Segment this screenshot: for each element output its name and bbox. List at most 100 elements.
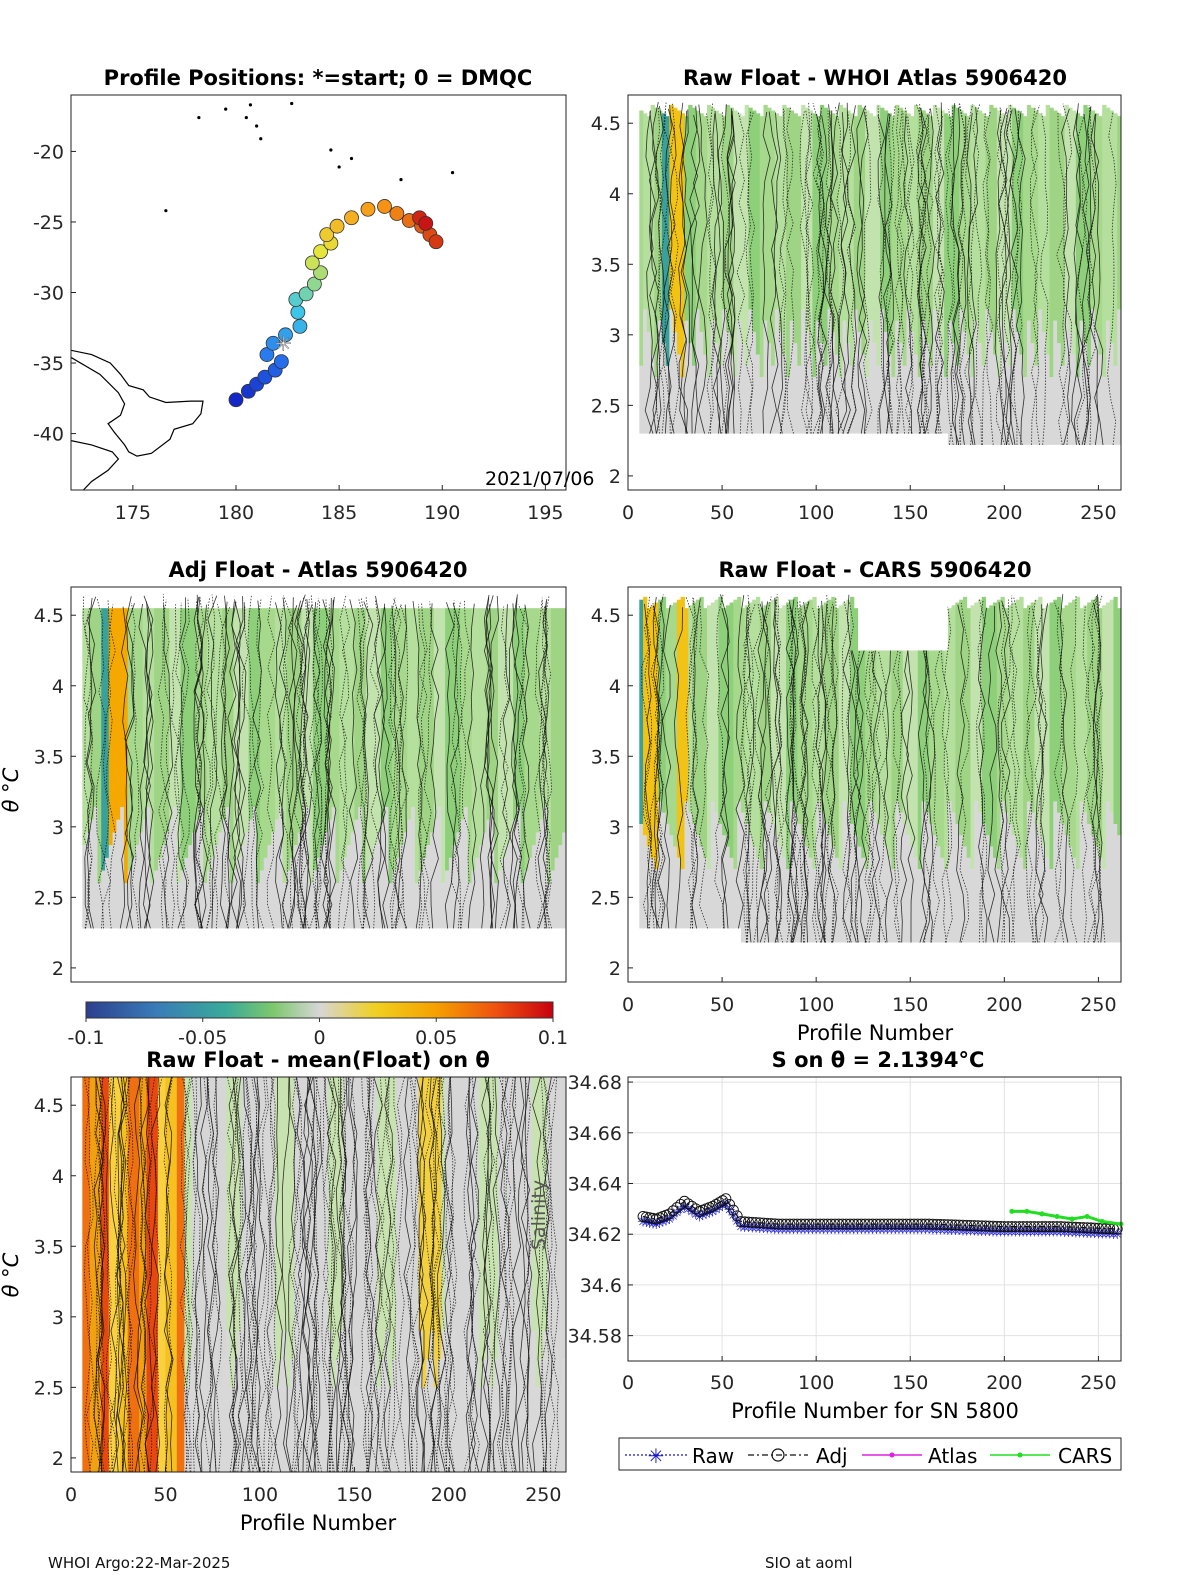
heatmap-cell [699,596,704,847]
heatmap-cell [429,608,435,833]
heatmap-cell [895,104,900,321]
series-raw-point: ✳ [1040,1225,1052,1241]
heatmap-cell [834,608,840,858]
heatmap-cell [531,608,537,846]
contour-line [465,1077,475,1472]
heatmap-cell [1004,608,1009,813]
heatmap-cell [1098,116,1103,355]
heatmap-cell [838,605,844,870]
contour-line [1013,109,1024,445]
series-raw-point: ✳ [908,1222,920,1238]
heatmap-cell [793,343,798,434]
series-adj-point [980,1220,991,1232]
series-adj-point [795,1218,807,1230]
contour-line [773,112,784,434]
heatmap-cell [1068,332,1073,445]
heatmap-cell [921,110,926,321]
series-raw-point: ✳ [795,1222,807,1238]
heatmap-cell [293,845,299,929]
contour-line [846,601,854,943]
heatmap-cell [1015,846,1020,943]
heatmap-cell [966,354,971,445]
series-raw-point: ✳ [1044,1225,1056,1241]
heatmap-cell [778,116,783,333]
series-raw-point: ✳ [761,1221,773,1237]
xtick-label: 200 [431,1484,467,1506]
series-adj-point [829,1218,841,1230]
contour-line [756,601,766,943]
heatmap-cell [970,104,975,378]
heatmap-cell [1079,608,1084,802]
heatmap-cell [748,835,753,943]
heatmap-cell [407,1077,412,1331]
series-raw-point: ✳ [743,1220,755,1236]
heatmap-cell [868,320,874,434]
series-adj-point [1044,1221,1055,1233]
contour-line [288,605,298,929]
contour-line [300,599,309,929]
ytick-label: 2.5 [34,1377,64,1399]
contour-line [642,604,653,929]
xtick-label: 0 [622,994,634,1016]
heatmap-cell [771,599,776,824]
series-adj-point [761,1217,773,1229]
contour-line [308,595,318,929]
heatmap-cell [558,608,563,846]
series-adj-point [780,1218,792,1230]
heatmap-cell [173,1077,178,1472]
series-adj-point [735,1216,747,1227]
track-point [360,201,376,217]
series-raw-point: ✳ [647,1216,659,1232]
series-adj-point [1081,1222,1093,1234]
heatmap-cell [1098,354,1103,445]
contour-line [119,1077,129,1472]
heatmap-cell [327,819,333,929]
legend-adj-label: Adj [816,1444,848,1468]
contour-line [507,1077,517,1472]
heatmap-cell [418,870,423,929]
heatmap-cell [1072,354,1077,445]
heatmap-cell [135,608,140,846]
heatmap-cell [718,824,723,929]
series-raw-point: ✳ [739,1220,751,1236]
heatmap-cell [199,807,204,929]
heatmap-cell [528,857,533,929]
heatmap-cell [327,1077,333,1331]
heatmap-cell [883,332,889,434]
heatmap-cell [218,608,223,833]
legend-raw-marker: ✳ [648,1444,665,1468]
track-point [304,255,320,271]
heatmap-cell [456,1077,461,1388]
heatmap-cell [737,113,742,321]
heatmap-cell [1090,309,1096,445]
series-raw-point: ✳ [1014,1225,1026,1241]
contour-line [805,113,815,434]
heatmap-cell [684,320,689,434]
heatmap-cell [407,608,412,820]
contour-line [170,604,180,929]
contour-line [500,1077,510,1472]
legend-adj-marker [771,1448,785,1462]
heatmap-cell [531,1330,537,1472]
series-raw-point: ✳ [746,1220,758,1236]
heatmap-cell [966,857,971,943]
contour-line [432,1077,441,1472]
heatmap-cell [207,1387,212,1472]
heatmap-cell [831,846,836,943]
heatmap-cell [673,602,678,847]
heatmap-cell [808,354,813,434]
heatmap-cell [309,883,314,929]
heatmap-cell [486,1330,491,1472]
track-point [298,286,314,302]
island-mark [259,137,263,141]
contour-line [1056,111,1067,445]
series-raw-point: ✳ [965,1224,977,1240]
xtick-label: 150 [336,1484,372,1506]
series-adj-point [758,1217,769,1229]
contour-line [498,606,509,929]
heatmap-cell [388,883,393,929]
ytick-label: 4 [52,1166,64,1188]
heatmap-cell [951,812,956,943]
series-adj-point [991,1220,1003,1232]
contour-line [997,604,1007,943]
